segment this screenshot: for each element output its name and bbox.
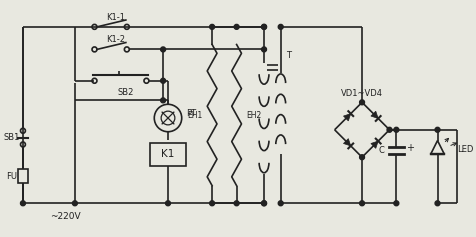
- Circle shape: [278, 201, 283, 206]
- Circle shape: [394, 201, 399, 206]
- Circle shape: [359, 155, 365, 160]
- Text: EH1: EH1: [187, 111, 202, 120]
- Text: PT: PT: [186, 109, 196, 118]
- Text: VD1~VD4: VD1~VD4: [341, 89, 383, 98]
- Circle shape: [166, 201, 170, 206]
- Polygon shape: [371, 141, 378, 148]
- Circle shape: [435, 201, 440, 206]
- Circle shape: [262, 24, 267, 29]
- Circle shape: [160, 78, 166, 83]
- Text: FU: FU: [6, 172, 17, 181]
- Text: K1: K1: [161, 149, 175, 159]
- Text: ~220V: ~220V: [50, 213, 80, 222]
- Text: K1-1: K1-1: [106, 13, 125, 22]
- Text: +: +: [406, 143, 414, 153]
- Polygon shape: [344, 114, 351, 121]
- Circle shape: [278, 24, 283, 29]
- Circle shape: [394, 127, 399, 132]
- FancyBboxPatch shape: [18, 169, 28, 183]
- Text: SB2: SB2: [117, 88, 134, 97]
- Text: C: C: [379, 146, 385, 155]
- Text: SB1: SB1: [3, 133, 20, 142]
- Circle shape: [359, 201, 365, 206]
- Text: LED: LED: [457, 145, 474, 154]
- Circle shape: [262, 24, 267, 29]
- Text: EH2: EH2: [247, 111, 262, 120]
- Circle shape: [209, 201, 215, 206]
- Circle shape: [234, 201, 239, 206]
- Circle shape: [359, 100, 365, 105]
- Circle shape: [234, 24, 239, 29]
- Circle shape: [160, 98, 166, 103]
- Circle shape: [262, 201, 267, 206]
- Circle shape: [262, 47, 267, 52]
- Circle shape: [72, 201, 77, 206]
- Polygon shape: [431, 141, 445, 154]
- Circle shape: [209, 24, 215, 29]
- Circle shape: [435, 127, 440, 132]
- Text: T: T: [286, 51, 291, 60]
- Circle shape: [20, 201, 25, 206]
- Circle shape: [160, 47, 166, 52]
- Circle shape: [387, 127, 392, 132]
- Circle shape: [262, 201, 267, 206]
- FancyBboxPatch shape: [150, 142, 186, 166]
- Polygon shape: [344, 139, 351, 146]
- Polygon shape: [371, 111, 378, 118]
- Text: K1-2: K1-2: [106, 35, 125, 44]
